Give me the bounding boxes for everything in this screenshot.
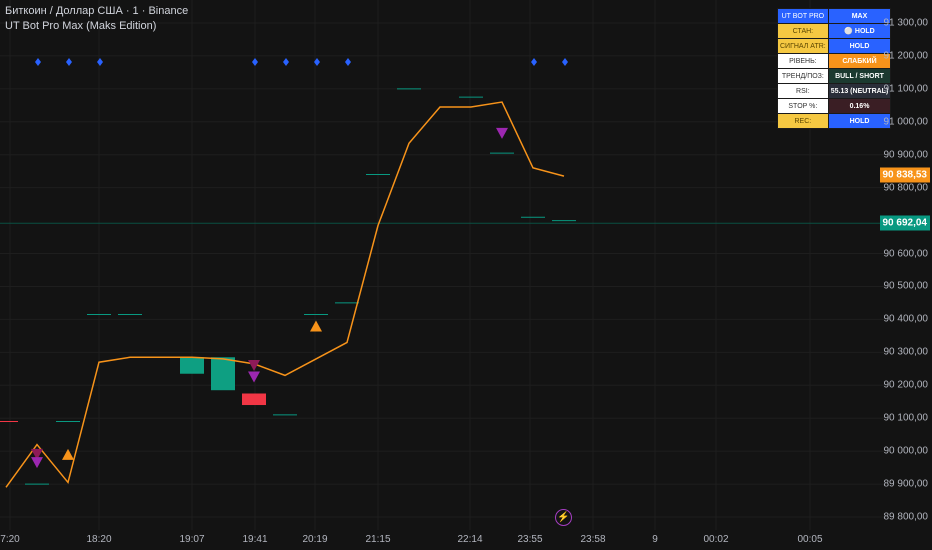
info-panel-row: UT BOT PRO MAX — [777, 8, 892, 24]
top-markers — [35, 58, 568, 66]
price-tick: 90 900,00 — [883, 149, 929, 161]
price-tick: 91 000,00 — [883, 116, 929, 128]
info-panel-key: UT BOT PRO — [777, 8, 829, 24]
price-tick: 89 900,00 — [883, 478, 929, 490]
signal-blocks — [180, 357, 266, 406]
info-panel-key: СИГНАЛ ATR: — [777, 38, 829, 54]
price-tick: 91 300,00 — [883, 17, 929, 29]
chart-grid — [0, 0, 886, 530]
info-panel-row: RSI: 55.13 (NEUTRAL) — [777, 83, 892, 99]
info-panel-value: 55.13 (NEUTRAL) — [827, 83, 892, 99]
info-panel: UT BOT PRO MAX СТАН: ⚪ HOLD СИГНАЛ ATR: HOLD Р… — [777, 8, 892, 129]
price-axis[interactable]: 91 300,00 91 200,00 91 100,00 91 000,00 90 9… — [879, 0, 932, 550]
info-panel-value: 0.16% — [827, 98, 892, 114]
info-panel-value: HOLD — [827, 38, 892, 54]
sell-signal-triangle — [248, 360, 260, 372]
info-panel-value: HOLD — [827, 113, 892, 129]
price-tick: 90 600,00 — [883, 248, 929, 260]
signal-triangles — [31, 127, 508, 469]
info-panel-row: ТРЕНД/ПОЗ: BULL / SHORT — [777, 68, 892, 84]
time-tick: 19:41 — [242, 534, 268, 545]
info-panel-key: СТАН: — [777, 23, 829, 39]
info-panel-key: RSI: — [777, 83, 829, 99]
time-tick: 20:19 — [302, 534, 328, 545]
time-tick: 19:07 — [179, 534, 205, 545]
info-panel-key: РІВЕНЬ: — [777, 53, 829, 69]
time-tick: 00:05 — [797, 534, 823, 545]
level-price-badge: 90 692,04 — [879, 215, 930, 231]
info-panel-row: СИГНАЛ ATR: HOLD — [777, 38, 892, 54]
buy-signal-triangle — [310, 320, 322, 332]
diamond-marker — [283, 58, 289, 66]
sell-signal-triangle — [496, 127, 508, 139]
info-panel-value: СЛАБКИЙ — [827, 53, 892, 69]
time-tick: 23:58 — [580, 534, 606, 545]
time-tick: 21:15 — [365, 534, 391, 545]
diamond-marker — [66, 58, 72, 66]
level-ticks — [0, 88, 576, 485]
diamond-marker — [562, 58, 568, 66]
diamond-marker — [345, 58, 351, 66]
time-tick: 22:14 — [457, 534, 483, 545]
chart-canvas[interactable] — [0, 0, 886, 550]
price-tick: 90 800,00 — [883, 182, 929, 194]
current-price-badge: 90 838,53 — [879, 167, 930, 183]
diamond-marker — [97, 58, 103, 66]
info-panel-key: STOP %: — [777, 98, 829, 114]
info-panel-value: ⚪ HOLD — [827, 23, 892, 39]
time-tick: 7:20 — [0, 534, 20, 545]
info-panel-row: СТАН: ⚪ HOLD — [777, 23, 892, 39]
trailing-stop-line — [5, 101, 565, 488]
price-tick: 90 400,00 — [883, 313, 929, 325]
signal-block — [211, 357, 235, 391]
sell-signal-triangle — [248, 371, 260, 383]
info-panel-row: REC: HOLD — [777, 113, 892, 129]
time-tick: 9 — [652, 534, 658, 545]
info-panel-row: РІВЕНЬ: СЛАБКИЙ — [777, 53, 892, 69]
info-panel-row: STOP %: 0.16% — [777, 98, 892, 114]
diamond-marker — [35, 58, 41, 66]
lightning-icon[interactable]: ⚡ — [555, 509, 572, 526]
sell-signal-triangle — [31, 448, 43, 460]
price-tick: 90 100,00 — [883, 412, 929, 424]
price-tick: 90 500,00 — [883, 280, 929, 292]
price-tick: 90 000,00 — [883, 445, 929, 457]
price-tick: 90 300,00 — [883, 346, 929, 358]
time-tick: 00:02 — [703, 534, 729, 545]
time-tick: 18:20 — [86, 534, 112, 545]
price-tick: 90 200,00 — [883, 379, 929, 391]
diamond-marker — [314, 58, 320, 66]
diamond-marker — [531, 58, 537, 66]
signal-block — [180, 357, 204, 374]
time-tick: 23:55 — [517, 534, 543, 545]
price-tick: 89 800,00 — [883, 511, 929, 523]
price-tick: 91 100,00 — [883, 83, 929, 95]
buy-signal-triangle — [62, 448, 74, 460]
info-panel-key: ТРЕНД/ПОЗ: — [777, 68, 829, 84]
info-panel-value: BULL / SHORT — [827, 68, 892, 84]
info-panel-key: REC: — [777, 113, 829, 129]
trailing-line-path — [5, 101, 565, 488]
info-panel-value: MAX — [827, 8, 892, 24]
price-tick: 91 200,00 — [883, 50, 929, 62]
sell-signal-triangle — [31, 457, 43, 469]
diamond-marker — [252, 58, 258, 66]
symbol-title[interactable]: Биткоин / Доллар США · 1 · Binance — [5, 5, 189, 17]
indicator-title[interactable]: UT Bot Pro Max (Maks Edition) — [5, 20, 157, 32]
signal-block — [242, 393, 266, 406]
